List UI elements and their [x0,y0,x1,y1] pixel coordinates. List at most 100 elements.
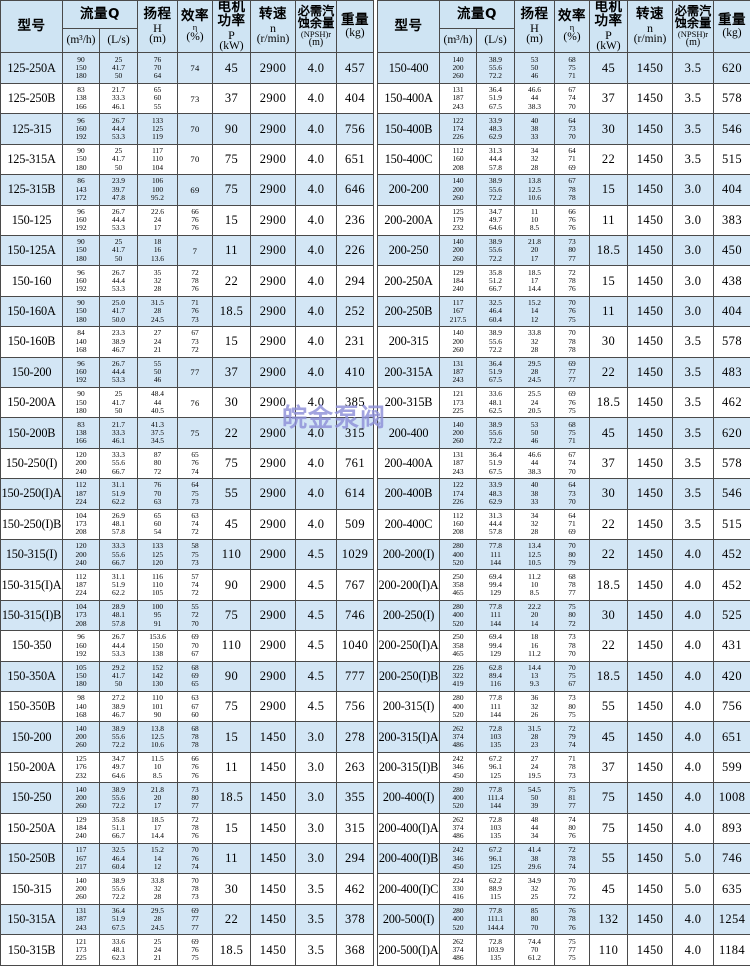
header-head-label: 扬程 [515,8,554,22]
cell-speed: 1450 [628,874,673,904]
cell-weight: 315 [337,813,374,843]
cell-npsh: 4.0 [296,266,337,296]
cell-model: 200-200(I) [378,539,440,569]
header-motor-line2: 功率 [213,15,250,29]
cell-model: 150-250 [1,783,63,813]
cell-head-value: 95.2 [138,194,177,202]
cell-weight: 236 [337,205,374,235]
cell-speed: 1450 [628,722,673,752]
header-npsh-unit: (m) [673,38,713,48]
cell-model: 125-315 [1,114,63,144]
cell-flow-m3h-value: 168 [63,711,99,719]
cell-flow-m3h-value: 243 [440,376,476,384]
header-weight-label: 重量 [337,14,373,28]
cell-efficiency-value: 69 [178,938,212,946]
header-efficiency: 效率 η (%) [178,1,213,53]
cell-weight: 378 [337,904,374,934]
cell-speed: 1450 [628,813,673,843]
cell-head-value: 46 [515,72,554,80]
header-motor-symbol: P [590,29,627,41]
cell-flow-m3h-value: 225 [63,954,99,962]
cell-head-value: 8.5 [515,224,554,232]
pump-spec-table-left: 型号 流量Q 扬程 H (m) 效率 η (%) [0,0,374,966]
cell-weight: 452 [714,570,750,600]
cell-efficiency-value: 74 [555,741,589,749]
cell-flow-ls-value: 72.2 [477,72,514,80]
cell-npsh: 3.0 [296,752,337,782]
header-model-label: 型号 [378,20,439,34]
table-header-right: 型号 流量Q 扬程 H (m) 效率 η (%) [378,1,750,53]
header-weight-unit: (kg) [714,28,750,40]
cell-flow-ls-value: 46.1 [100,437,137,445]
cell-flow-m3h-value: 260 [63,741,99,749]
cell-speed: 1450 [628,175,673,205]
cell-model: 150-200 [1,722,63,752]
cell-npsh: 4.5 [296,539,337,569]
cell-efficiency-value: 73 [178,559,212,567]
cell-speed: 1450 [251,844,296,874]
cell-motor-power: 11 [213,235,251,265]
cell-speed: 1450 [628,327,673,357]
cell-speed: 1450 [628,509,673,539]
cell-motor-power: 11 [213,844,251,874]
cell-head-value: 25 [138,938,177,946]
cell-head-value: 10.6 [515,194,554,202]
header-flow-m3h: (m³/h) [440,29,477,53]
cell-weight: 620 [714,53,750,83]
cell-model: 200-200(I)A [378,570,440,600]
cell-efficiency-value: 70 [555,133,589,141]
cell-speed: 2900 [251,53,296,83]
cell-efficiency-value: 75 [555,711,589,719]
cell-motor-power: 45 [590,53,628,83]
cell-model: 150-200 [1,357,63,387]
cell-motor-power: 15 [213,327,251,357]
cell-efficiency: 70 [178,114,213,144]
cell-efficiency-value: 72 [178,528,212,536]
cell-head-value: 14.4 [138,832,177,840]
cell-motor-power: 15 [590,175,628,205]
header-head: 扬程 H (m) [138,1,178,53]
header-efficiency-label: 效率 [555,10,589,24]
cell-flow-ls-value: 72.2 [100,893,137,901]
cell-efficiency-value: 67 [555,680,589,688]
cell-motor-power: 22 [590,509,628,539]
cell-flow-m3h-value: 180 [63,72,99,80]
cell-head-value: 17 [138,802,177,810]
cell-head-value: 138 [138,650,177,658]
cell-weight: 404 [714,175,750,205]
cell-model: 150-350A [1,661,63,691]
cell-flow-ls-value: 53.3 [100,376,137,384]
header-head-label: 扬程 [138,8,177,22]
cell-npsh: 4.0 [296,175,337,205]
cell-head-value: 46 [515,437,554,445]
